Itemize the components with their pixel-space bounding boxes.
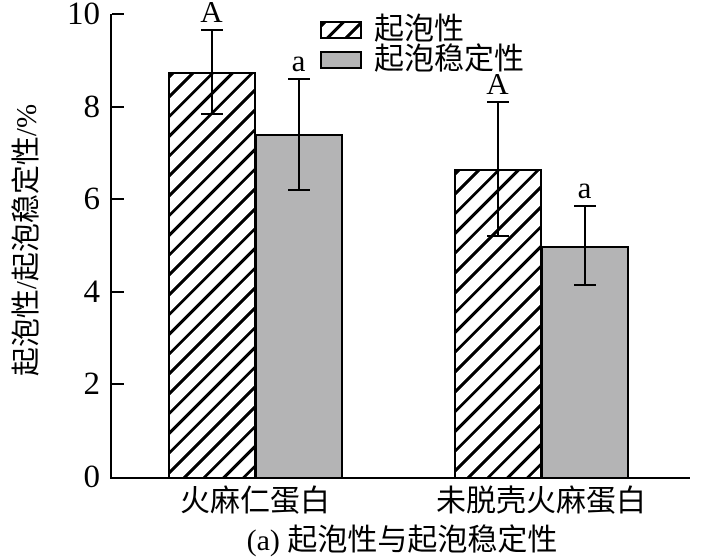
error-cap-top bbox=[573, 205, 596, 208]
legend-label-foam-stability: 起泡稳定性 bbox=[374, 43, 524, 76]
y-tick-label: 2 bbox=[83, 366, 101, 403]
error-cap-bottom bbox=[287, 188, 310, 191]
legend-item-foamability: 起泡性 bbox=[320, 13, 524, 46]
y-axis-line bbox=[110, 14, 112, 479]
error-cap-top bbox=[486, 100, 509, 103]
y-tick bbox=[112, 198, 124, 201]
bar-foamability-1 bbox=[168, 71, 256, 479]
x-category-label-2: 未脱壳火麻蛋白 bbox=[436, 485, 646, 518]
y-tick-label: 6 bbox=[83, 181, 101, 218]
y-tick-label: 4 bbox=[83, 273, 101, 310]
x-category-label-1: 火麻仁蛋白 bbox=[180, 485, 330, 518]
error-bar-line bbox=[297, 78, 300, 190]
y-tick-label: 0 bbox=[83, 459, 101, 495]
legend-swatch-gray bbox=[320, 50, 362, 69]
y-tick bbox=[112, 290, 124, 293]
error-bar-line bbox=[496, 101, 499, 237]
bar-foam-stability-1 bbox=[255, 134, 343, 479]
y-tick bbox=[112, 383, 124, 386]
error-cap-top bbox=[287, 77, 310, 80]
x-axis-line bbox=[110, 477, 690, 479]
y-tick-label: 8 bbox=[83, 88, 101, 125]
sig-letter: a bbox=[291, 42, 306, 78]
legend-swatch-hatched bbox=[320, 20, 362, 39]
y-tick bbox=[112, 105, 124, 108]
legend-label-foamability: 起泡性 bbox=[374, 13, 464, 46]
error-bar-line bbox=[210, 30, 213, 114]
error-cap-bottom bbox=[573, 283, 596, 286]
error-bar-line bbox=[583, 206, 586, 285]
figure-caption: (a) 起泡性与起泡稳定性 bbox=[246, 524, 558, 557]
error-cap-top bbox=[200, 29, 223, 32]
y-tick-label: 10 bbox=[67, 0, 100, 32]
sig-letter: A bbox=[200, 0, 223, 30]
sig-letter: A bbox=[486, 65, 509, 101]
sig-letter: a bbox=[577, 170, 592, 206]
legend-item-foam-stability: 起泡稳定性 bbox=[320, 43, 524, 76]
legend: 起泡性 起泡稳定性 bbox=[320, 13, 524, 76]
y-tick bbox=[112, 13, 124, 15]
error-cap-bottom bbox=[486, 235, 509, 238]
error-cap-bottom bbox=[200, 112, 223, 115]
